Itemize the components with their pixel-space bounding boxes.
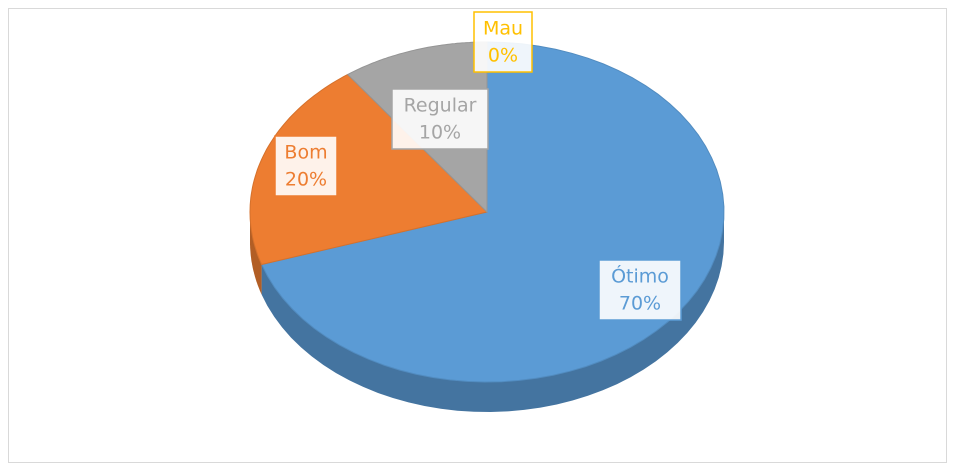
slice-side — [261, 212, 724, 412]
slice-side — [250, 212, 262, 295]
data-label-box — [598, 259, 682, 321]
data-label-value: 0% — [488, 45, 518, 67]
data-label-name: Regular — [404, 95, 477, 117]
data-label-value: 20% — [285, 169, 327, 191]
data-label-box — [274, 135, 338, 197]
slice — [249, 73, 488, 266]
data-label-name: Mau — [483, 18, 523, 40]
data-label-value: 70% — [619, 293, 661, 315]
data-label-name: Ótimo — [611, 264, 669, 288]
data-label-box — [473, 11, 533, 73]
data-label-value: 10% — [419, 122, 461, 144]
data-label-box — [391, 88, 489, 150]
data-label-name: Bom — [284, 142, 327, 164]
